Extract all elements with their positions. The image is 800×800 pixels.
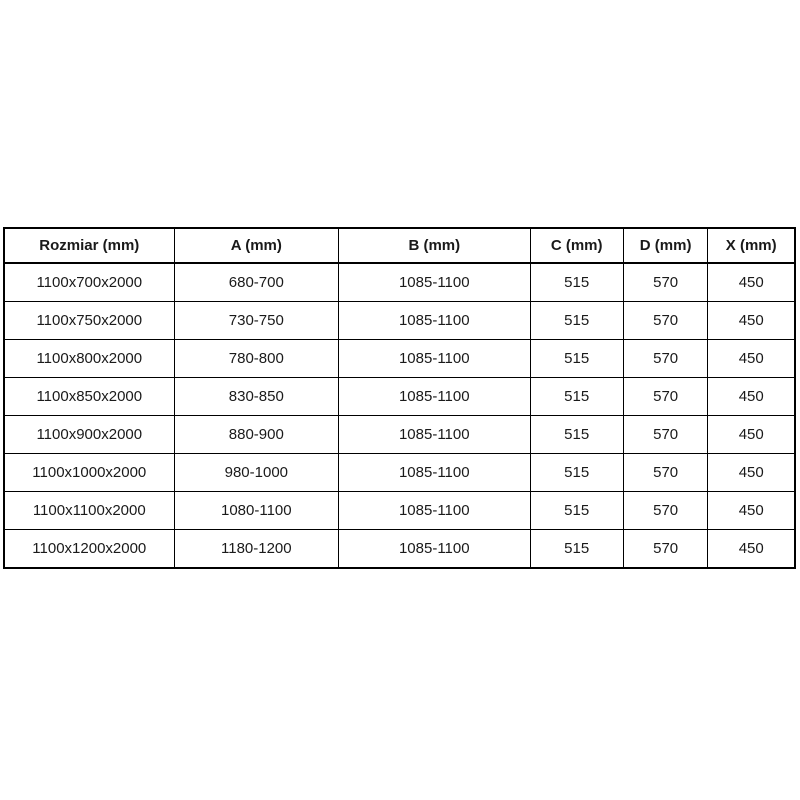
table-cell: 450 (707, 377, 796, 416)
table-row: 1100x1000x2000 980-1000 1085-1100 515 570 450 (3, 453, 796, 492)
table-cell: 1100x850x2000 (3, 377, 175, 416)
table-cell: 1085-1100 (338, 491, 531, 530)
table-cell: 1100x700x2000 (3, 262, 175, 302)
table-cell: 730-750 (173, 301, 340, 340)
table-row: 1100x850x2000 830-850 1085-1100 515 570 450 (3, 377, 796, 416)
table-cell: 570 (622, 339, 709, 378)
table-cell: 680-700 (173, 262, 340, 302)
table-row: 1100x800x2000 780-800 1085-1100 515 570 450 (3, 339, 796, 378)
table-cell: 515 (529, 339, 624, 378)
table-cell: 980-1000 (173, 453, 340, 492)
table-cell: 570 (622, 491, 709, 530)
table-cell: 450 (707, 415, 796, 454)
column-header-a: A (mm) (173, 227, 340, 264)
table-cell: 1085-1100 (338, 262, 531, 302)
table-cell: 515 (529, 415, 624, 454)
table-cell: 570 (622, 453, 709, 492)
table-cell: 1180-1200 (173, 529, 340, 569)
table-cell: 570 (622, 301, 709, 340)
table-cell: 570 (622, 377, 709, 416)
table-cell: 1100x750x2000 (3, 301, 175, 340)
table-row: 1100x1200x2000 1180-1200 1085-1100 515 570 45… (3, 529, 796, 569)
table-cell: 515 (529, 491, 624, 530)
size-table: Rozmiar (mm) A (mm) B (mm) C (mm) D (mm)… (3, 227, 796, 569)
table-row: 1100x700x2000 680-700 1085-1100 515 570 450 (3, 262, 796, 302)
table-cell: 570 (622, 415, 709, 454)
table-cell: 880-900 (173, 415, 340, 454)
table-cell: 515 (529, 301, 624, 340)
table-row: 1100x900x2000 880-900 1085-1100 515 570 450 (3, 415, 796, 454)
table-cell: 450 (707, 262, 796, 302)
column-header-rozmiar: Rozmiar (mm) (3, 227, 175, 264)
table-cell: 515 (529, 377, 624, 416)
table-cell: 1100x800x2000 (3, 339, 175, 378)
table-row: 1100x1100x2000 1080-1100 1085-1100 515 570 45… (3, 491, 796, 530)
table-cell: 1085-1100 (338, 529, 531, 569)
column-header-d: D (mm) (622, 227, 709, 264)
table-cell: 830-850 (173, 377, 340, 416)
table-header: Rozmiar (mm) A (mm) B (mm) C (mm) D (mm)… (3, 227, 796, 264)
column-header-c: C (mm) (529, 227, 624, 264)
table-cell: 1100x1200x2000 (3, 529, 175, 569)
table-cell: 450 (707, 301, 796, 340)
table-cell: 1100x1000x2000 (3, 453, 175, 492)
table-cell: 515 (529, 529, 624, 569)
table-cell: 1085-1100 (338, 415, 531, 454)
table-cell: 450 (707, 453, 796, 492)
table-cell: 450 (707, 339, 796, 378)
table-cell: 450 (707, 529, 796, 569)
table-cell: 570 (622, 262, 709, 302)
table-row: 1100x750x2000 730-750 1085-1100 515 570 450 (3, 301, 796, 340)
table-cell: 515 (529, 262, 624, 302)
table-cell: 450 (707, 491, 796, 530)
table-cell: 1100x1100x2000 (3, 491, 175, 530)
size-table-container: Rozmiar (mm) A (mm) B (mm) C (mm) D (mm)… (3, 227, 796, 569)
table-body: 1100x700x2000 680-700 1085-1100 515 570 450 11… (3, 262, 796, 569)
table-cell: 1085-1100 (338, 339, 531, 378)
table-cell: 1085-1100 (338, 301, 531, 340)
table-cell: 1085-1100 (338, 453, 531, 492)
table-cell: 1100x900x2000 (3, 415, 175, 454)
column-header-b: B (mm) (338, 227, 531, 264)
table-header-row: Rozmiar (mm) A (mm) B (mm) C (mm) D (mm)… (3, 227, 796, 264)
table-cell: 1080-1100 (173, 491, 340, 530)
table-cell: 515 (529, 453, 624, 492)
table-cell: 1085-1100 (338, 377, 531, 416)
table-cell: 570 (622, 529, 709, 569)
column-header-x: X (mm) (707, 227, 796, 264)
table-cell: 780-800 (173, 339, 340, 378)
